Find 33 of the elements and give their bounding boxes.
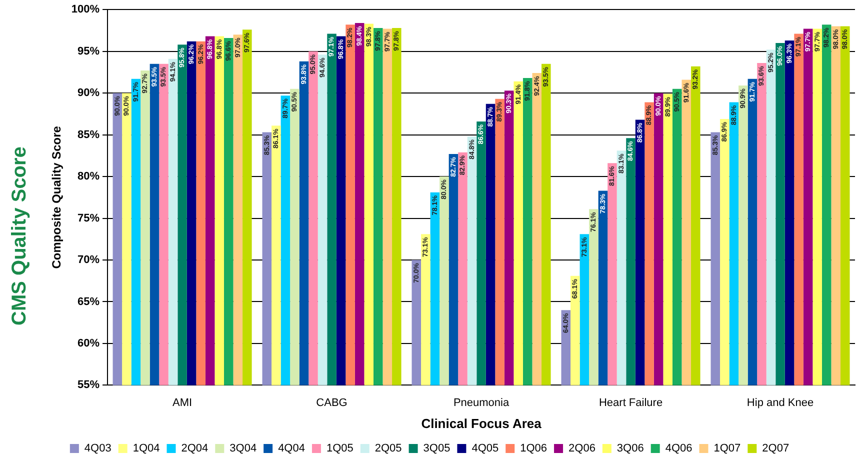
legend-label: 1Q07 <box>714 442 741 455</box>
legend-label: 1Q06 <box>520 442 548 455</box>
legend-label: 3Q06 <box>616 442 644 455</box>
text: CMS Quality Score <box>8 146 31 326</box>
y-axis-title: Composite Quality Score <box>50 126 64 269</box>
legend-label: 1Q04 <box>132 442 160 455</box>
x-axis-title: Clinical Focus Area <box>421 416 542 431</box>
legend-label: 4Q03 <box>84 442 112 455</box>
legend-label: 3Q05 <box>423 442 450 455</box>
y-tick-label: 60% <box>78 338 100 350</box>
y-tick-label: 80% <box>78 170 100 183</box>
y-tick-label: 85% <box>78 128 100 141</box>
y-tick-label: 75% <box>78 212 100 224</box>
x-tick-label: AMI <box>172 396 192 409</box>
legend-label: 2Q05 <box>374 442 402 455</box>
legend-label: 4Q04 <box>278 442 305 455</box>
y-tick-label: 70% <box>78 254 100 266</box>
x-tick-label: Pneumonia <box>453 396 510 409</box>
y-tick-label: 65% <box>78 296 100 308</box>
legend-label: 3Q04 <box>230 442 257 455</box>
legend-label: 4Q06 <box>665 442 692 455</box>
x-tick-label: Heart Failure <box>598 396 663 409</box>
legend-label: 2Q06 <box>568 442 596 455</box>
legend-label: 2Q04 <box>181 442 208 455</box>
y-tick-label: 100% <box>71 4 100 16</box>
x-tick-label: Hip and Knee <box>746 396 814 409</box>
legend-label: 1Q05 <box>326 442 354 455</box>
x-tick-label: CABG <box>316 396 348 409</box>
y-tick-label: 95% <box>78 45 100 58</box>
legend-label: 4Q05 <box>472 442 499 455</box>
legend-label: 2Q07 <box>762 442 790 455</box>
y-tick-label: 55% <box>78 379 100 392</box>
y-tick-label: 90% <box>78 87 100 100</box>
